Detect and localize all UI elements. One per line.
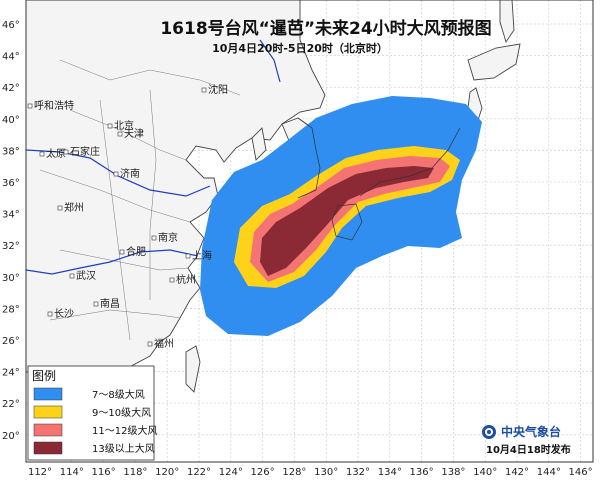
city-marker: 南京: [151, 231, 178, 244]
latitude-tick-label: 32°: [2, 241, 20, 252]
longitude-tick-label: 132°: [346, 467, 370, 478]
latitude-tick-label: 22°: [2, 399, 20, 410]
latitude-tick-label: 42°: [2, 83, 20, 94]
latitude-tick-label: 20°: [2, 431, 20, 442]
legend-label: 7～8级大风: [92, 388, 145, 401]
longitude-tick-label: 144°: [537, 467, 561, 478]
city-marker: 北京: [107, 119, 134, 132]
city-label: 郑州: [64, 201, 84, 214]
city-marker: 呼和浩特: [27, 100, 74, 112]
city-marker: 郑州: [57, 201, 84, 214]
longitude-tick-label: 118°: [123, 467, 147, 478]
legend-swatch: [33, 405, 63, 419]
city-label: 南昌: [100, 297, 120, 310]
city-label: 石家庄: [70, 145, 100, 158]
city-marker: 合肥: [119, 245, 146, 258]
japan-hokkaido: [467, 43, 521, 81]
city-label: 沈阳: [208, 83, 228, 96]
longitude-tick-label: 142°: [505, 467, 529, 478]
longitude-tick-label: 140°: [473, 467, 497, 478]
organization-name: 中央气象台: [501, 424, 561, 439]
city-label: 合肥: [126, 245, 146, 258]
issue-time: 10月4日18时发布: [486, 443, 571, 456]
longitude-tick-label: 120°: [155, 467, 179, 478]
longitude-tick-label: 128°: [282, 467, 306, 478]
city-marker: 天津: [117, 128, 144, 140]
longitude-tick-label: 146°: [569, 467, 593, 478]
longitude-tick-label: 130°: [314, 467, 338, 478]
legend-swatch: [33, 387, 63, 401]
city-label: 南京: [158, 231, 178, 244]
map-title: 1618号台风“暹芭”未来24小时大风预报图: [160, 18, 491, 39]
coastline-overlay: [297, 117, 461, 241]
latitude-tick-label: 46°: [2, 20, 20, 31]
zone-13-plus: [260, 166, 434, 276]
province-borders: [39, 59, 241, 341]
latitude-tick-label: 24°: [2, 368, 20, 379]
city-label: 天津: [124, 128, 144, 140]
legend-label: 11～12级大风: [92, 424, 157, 437]
liaodong-peninsula: [251, 127, 267, 161]
latitude-tick-label: 40°: [2, 115, 20, 126]
latitude-tick-label: 44°: [2, 52, 20, 63]
latitude-tick-label: 36°: [2, 178, 20, 189]
map-frame: [25, 0, 594, 463]
latitude-tick-label: 26°: [2, 336, 20, 347]
legend-label: 9～10级大风: [92, 406, 151, 419]
footer: 中央气象台 10月4日18时发布: [482, 424, 571, 456]
map-subtitle: 10月4日20时-5日20时（北京时）: [212, 41, 388, 55]
city-label: 长沙: [54, 308, 74, 320]
legend-items: 7～8级大风 9～10级大风 11～12级大风 13级以上大风: [33, 387, 157, 455]
city-marker: 上海: [185, 249, 212, 262]
city-label: 杭州: [176, 273, 196, 286]
longitude-tick-label: 134°: [378, 467, 402, 478]
city-marker: 福州: [147, 337, 174, 350]
legend-label: 13级以上大风: [92, 442, 155, 455]
city-marker: 杭州: [169, 273, 196, 286]
longitude-tick-label: 138°: [441, 467, 465, 478]
legend-swatch: [33, 441, 63, 455]
city-label: 武汉: [76, 269, 96, 282]
legend-swatch: [33, 423, 63, 437]
longitude-labels: 112° 114° 116° 118° 120° 122° 124° 126° 128° 130°…: [28, 467, 593, 478]
city-marker: 石家庄: [63, 145, 100, 158]
yangtze-river: [25, 249, 199, 275]
longitude-tick-label: 112°: [28, 467, 52, 478]
city-label: 济南: [120, 167, 140, 180]
wind-zones: [200, 96, 482, 336]
longitude-tick-label: 114°: [60, 467, 84, 478]
northern-river: [259, 39, 281, 83]
city-label: 太原: [46, 147, 66, 160]
cma-logo-icon: [482, 425, 496, 439]
longitude-tick-label: 122°: [187, 467, 211, 478]
legend: 图例 7～8级大风 9～10级大风 11～12级大风 13级以上大风: [27, 365, 157, 461]
sakhalin: [499, 0, 515, 44]
city-marker: 南昌: [93, 297, 120, 310]
city-marker: 长沙: [47, 308, 74, 320]
latitude-tick-label: 30°: [2, 273, 20, 284]
legend-title: 图例: [32, 369, 56, 383]
city-label: 福州: [154, 337, 174, 350]
longitude-tick-label: 136°: [410, 467, 434, 478]
china-mainland: [25, 0, 326, 373]
city-marker: 武汉: [69, 269, 96, 282]
taiwan-island: [185, 345, 201, 393]
latitude-tick-label: 34°: [2, 210, 20, 221]
city-marker: 太原: [39, 147, 66, 160]
latitude-tick-label: 38°: [2, 146, 20, 157]
latitude-tick-label: 28°: [2, 304, 20, 315]
longitude-tick-label: 124°: [219, 467, 243, 478]
city-marker: 济南: [113, 167, 140, 180]
longitude-tick-label: 126°: [251, 467, 275, 478]
city-marker: 沈阳: [201, 83, 228, 96]
city-label: 上海: [192, 249, 212, 262]
longitude-tick-label: 116°: [92, 467, 116, 478]
city-label: 呼和浩特: [34, 100, 74, 112]
city-label: 北京: [114, 119, 134, 132]
latitude-labels: 46° 44° 42° 40° 38° 36° 34° 32° 30° 28° 26° 24° 22° 2…: [2, 20, 20, 442]
